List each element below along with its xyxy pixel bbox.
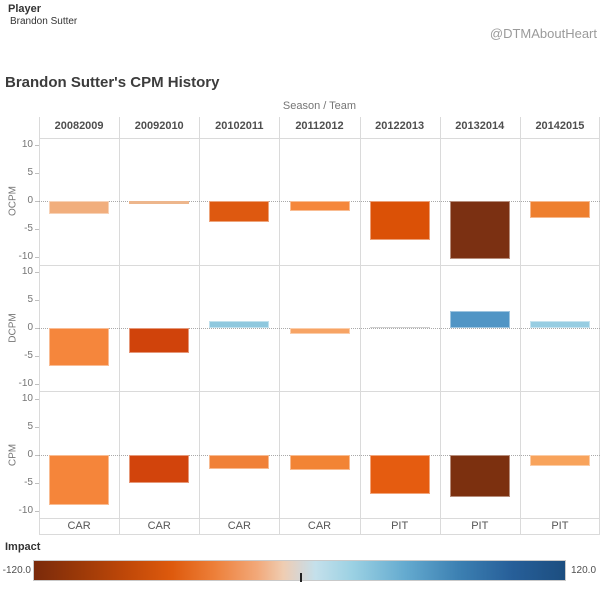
season-header-20082009: 20082009 (54, 120, 104, 132)
team-label-1: CAR (147, 520, 171, 532)
team-label-4: PIT (391, 520, 409, 532)
season-header-20132014: 20132014 (455, 120, 505, 132)
grid-vline (360, 117, 361, 534)
bar-dcpm-20142015[interactable] (529, 321, 590, 328)
y-tick-mark (35, 145, 39, 147)
grid-vline (199, 117, 200, 534)
legend-max-label: 120.0 (571, 565, 597, 576)
y-tick-label: -5 (24, 350, 33, 361)
season-header-20122013: 20122013 (375, 120, 425, 132)
y-tick-label: 0 (27, 195, 33, 207)
season-header-20142015: 20142015 (535, 120, 585, 132)
y-tick-mark (35, 201, 39, 203)
y-tick-label: 10 (21, 139, 33, 151)
season-header-20102011: 20102011 (215, 120, 264, 132)
y-tick-mark (35, 398, 39, 400)
team-label-6: PIT (551, 520, 569, 532)
bar-dcpm-20082009[interactable] (49, 328, 110, 367)
y-tick-label: 0 (27, 322, 33, 333)
y-tick-mark (35, 173, 39, 175)
bar-ocpm-20132014[interactable] (449, 201, 510, 259)
bar-ocpm-20122013[interactable] (369, 201, 430, 240)
y-tick-mark (35, 356, 39, 357)
bar-ocpm-20082009[interactable] (49, 201, 110, 214)
twitter-handle: @DTMAboutHeart (489, 26, 597, 41)
team-label-2: CAR (227, 520, 251, 532)
bar-cpm-20122013[interactable] (369, 454, 430, 494)
bar-ocpm-20112012[interactable] (289, 201, 350, 211)
bar-cpm-20112012[interactable] (289, 454, 350, 470)
season-header-20092010: 20092010 (134, 120, 184, 132)
y-tick-mark (35, 510, 39, 512)
y-tick-label: 0 (27, 448, 33, 460)
grid-hline (39, 533, 600, 535)
grid-hline (39, 518, 600, 519)
player-filter-title: Player (8, 3, 42, 15)
y-tick-label: 5 (27, 294, 33, 305)
y-tick-mark (35, 328, 39, 329)
bar-cpm-20092010[interactable] (129, 454, 190, 483)
player-filter-value[interactable]: Brandon Sutter (10, 16, 78, 27)
y-tick-mark (35, 272, 39, 273)
grid-vline (279, 117, 280, 534)
y-tick-label: -5 (24, 476, 33, 488)
legend-title: Impact (5, 541, 41, 553)
y-tick-mark (35, 454, 39, 456)
y-tick-mark (35, 300, 39, 301)
y-tick-label: -10 (18, 504, 33, 516)
bar-dcpm-20102011[interactable] (209, 321, 270, 328)
y-tick-label: -5 (24, 223, 33, 235)
y-tick-label: 10 (21, 266, 33, 277)
team-label-3: CAR (307, 520, 332, 532)
y-tick-label: 10 (21, 392, 33, 404)
bar-dcpm-20092010[interactable] (129, 328, 190, 354)
y-tick-mark (35, 426, 39, 428)
chart-title: Brandon Sutter's CPM History (5, 74, 220, 91)
y-tick-label: -10 (18, 251, 33, 263)
bar-dcpm-20112012[interactable] (289, 328, 350, 334)
bar-cpm-20142015[interactable] (529, 454, 590, 466)
bar-ocpm-20092010[interactable] (129, 201, 190, 205)
grid-vline (520, 117, 521, 534)
y-tick-mark (35, 384, 39, 385)
grid-hline (39, 264, 600, 266)
y-tick-mark (35, 229, 39, 231)
team-label-5: PIT (471, 520, 489, 532)
y-tick-label: -10 (18, 378, 33, 389)
column-axis-title: Season / Team (282, 100, 357, 112)
legend-gradient-bar[interactable] (33, 560, 566, 582)
bar-dcpm-20132014[interactable] (449, 310, 510, 328)
bar-dcpm-20122013[interactable] (369, 327, 430, 329)
grid-hline (39, 138, 600, 139)
legend-center-tick (299, 573, 302, 582)
bar-cpm-20132014[interactable] (449, 454, 510, 497)
y-tick-mark (35, 257, 39, 259)
grid-hline (39, 391, 600, 393)
bar-ocpm-20142015[interactable] (529, 201, 590, 218)
bar-cpm-20102011[interactable] (209, 454, 270, 470)
grid-vline (39, 117, 40, 534)
grid-vline (440, 117, 441, 534)
team-label-0: CAR (67, 520, 91, 532)
y-tick-label: 5 (27, 420, 33, 432)
bar-ocpm-20102011[interactable] (209, 201, 270, 223)
bar-cpm-20082009[interactable] (49, 454, 110, 506)
y-tick-mark (35, 482, 39, 484)
season-header-20112012: 20112012 (295, 120, 344, 132)
grid-vline (119, 117, 120, 534)
y-tick-label: 5 (27, 167, 33, 179)
legend-min-label: -120.0 (2, 565, 31, 576)
